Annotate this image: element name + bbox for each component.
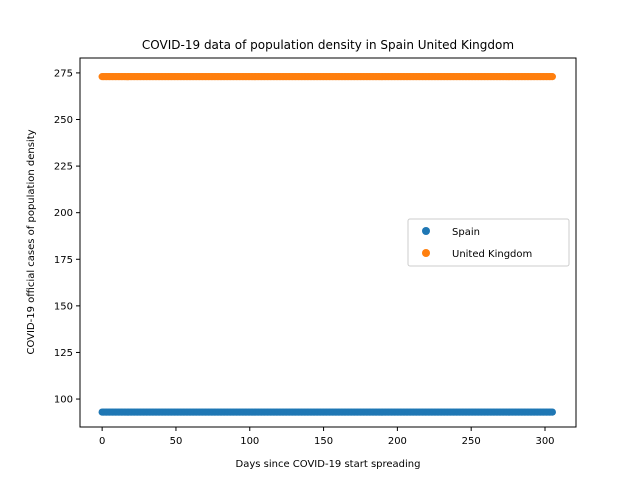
x-tick-label: 300	[535, 436, 554, 447]
plot-marks	[98, 73, 556, 416]
y-tick-label: 200	[54, 208, 73, 219]
legend-frame	[407, 218, 570, 267]
y-tick-label: 275	[54, 68, 73, 79]
x-tick-label: 50	[170, 436, 183, 447]
x-tick-label: 0	[99, 436, 105, 447]
y-tick-label: 100	[54, 395, 73, 406]
legend-label-spain: Spain	[452, 227, 480, 238]
x-tick-label: 250	[462, 436, 481, 447]
y-tick-label: 250	[54, 115, 73, 126]
chart-title: COVID-19 data of population density in S…	[142, 38, 514, 52]
x-axis-label: Days since COVID-19 start spreading	[236, 459, 421, 470]
y-tick-label: 125	[54, 348, 73, 359]
series-united-kingdom	[98, 73, 556, 81]
legend-label-united-kingdom: United Kingdom	[452, 249, 532, 260]
y-tick-label: 175	[54, 255, 73, 266]
legend-marker-united-kingdom	[422, 249, 430, 257]
legend: Spain United Kingdom	[407, 218, 570, 267]
y-axis: 100 125 150 175 200 225 250 275	[54, 68, 80, 406]
x-axis: 0 50 100 150 200 250 300	[99, 427, 555, 447]
series-spain	[98, 408, 556, 416]
point-spain	[548, 408, 556, 416]
point-united-kingdom	[548, 73, 556, 81]
y-axis-label: COVID-19 official cases of population de…	[26, 129, 37, 354]
x-tick-label: 100	[240, 436, 259, 447]
legend-marker-spain	[422, 227, 430, 235]
y-tick-label: 150	[54, 301, 73, 312]
plot-frame	[79, 57, 577, 428]
x-tick-label: 150	[314, 436, 333, 447]
y-tick-label: 225	[54, 162, 73, 173]
x-tick-label: 200	[388, 436, 407, 447]
